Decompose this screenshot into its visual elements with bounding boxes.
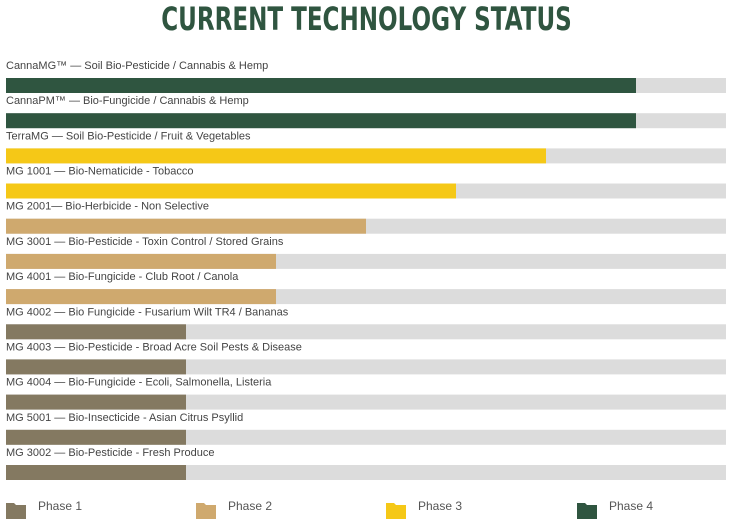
legend-item: Phase 3 [386,499,462,519]
bar-label: MG 4002 — Bio Fungicide - Fusarium Wilt … [6,306,289,318]
bar [6,394,186,410]
bar-label: MG 3001 — Bio-Pesticide - Toxin Control … [6,236,284,248]
bar-label: MG 2001— Bio-Herbicide - Non Selective [6,201,209,213]
legend-item: Phase 2 [196,499,272,519]
legend-swatch-icon [196,503,216,519]
bar [6,218,366,234]
legend-swatch-icon [386,503,406,519]
bar [6,324,186,340]
bar-label: MG 4004 — Bio-Fungicide - Ecoli, Salmone… [6,377,272,389]
bar-label: CannaMG™ — Soil Bio-Pesticide / Cannabis… [6,60,268,72]
bar [6,113,636,129]
legend-label: Phase 2 [228,499,272,513]
page-title: CURRENT TECHNOLOGY STATUS [161,0,572,38]
bar [6,253,276,269]
bar [6,359,186,375]
legend-label: Phase 3 [418,499,462,513]
bar [6,465,186,480]
legend-item: Phase 1 [6,499,82,519]
bar-label: MG 1001 — Bio-Nematicide - Tobacco [6,166,194,178]
bar-label: MG 5001 — Bio-Insecticide - Asian Citrus… [6,412,243,424]
bar-label: CannaPM™ — Bio-Fungicide / Cannabis & He… [6,95,249,107]
bar-label: MG 3002 — Bio-Pesticide - Fresh Produce [6,447,214,459]
legend-label: Phase 1 [38,499,82,513]
legend-swatch-icon [6,503,26,519]
bar [6,78,636,93]
bar [6,289,276,305]
bar [6,183,456,199]
bar-label: MG 4003 — Bio-Pesticide - Broad Acre Soi… [6,341,302,353]
bar [6,429,186,445]
legend-label: Phase 4 [609,499,653,513]
legend-item: Phase 4 [577,499,653,519]
bar-label: TerraMG — Soil Bio-Pesticide / Fruit & V… [6,130,251,142]
legend-swatch-icon [577,503,597,519]
bar-label: MG 4001 — Bio-Fungicide - Club Root / Ca… [6,271,239,283]
bar [6,148,546,164]
